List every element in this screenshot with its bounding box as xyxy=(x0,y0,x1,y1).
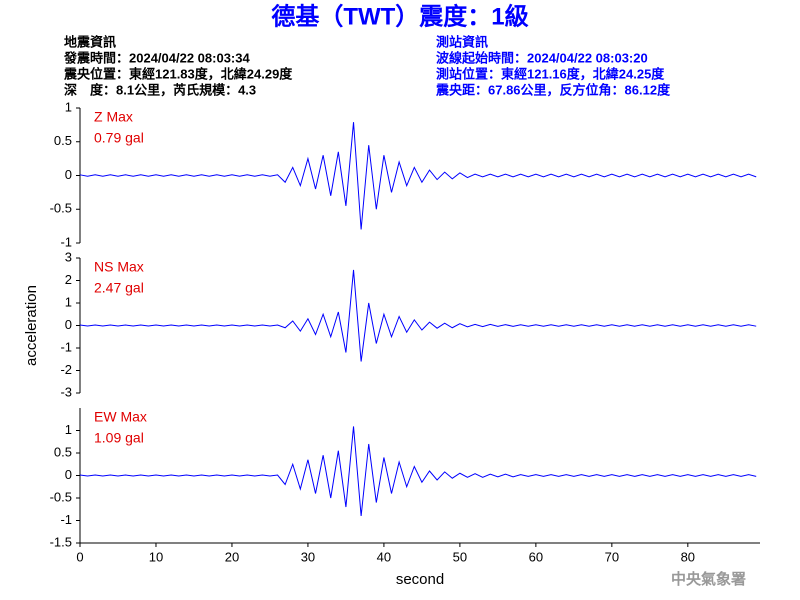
y-tick-label: 0.5 xyxy=(54,133,72,148)
info-line: 地震資訊 xyxy=(64,34,116,49)
info-line: 震央距：67.86公里，反方位角：86.12度 xyxy=(435,82,671,97)
y-axis-label: acceleration xyxy=(23,285,40,366)
x-tick-label: 40 xyxy=(377,549,391,564)
y-tick-label: 3 xyxy=(65,249,72,264)
y-tick-label: 1 xyxy=(65,422,72,437)
y-tick-label: 1 xyxy=(65,294,72,309)
y-tick-label: -2 xyxy=(60,362,72,377)
waveform xyxy=(79,426,757,517)
x-tick-label: 30 xyxy=(301,549,315,564)
y-tick-label: 0 xyxy=(65,467,72,482)
info-line: 測站位置：東經121.16度，北緯24.25度 xyxy=(436,66,665,81)
y-tick-label: -3 xyxy=(60,384,72,399)
x-tick-label: 60 xyxy=(529,549,543,564)
y-tick-label: -0.5 xyxy=(50,201,72,216)
y-tick-label: -1.5 xyxy=(50,534,72,549)
x-tick-label: 50 xyxy=(453,549,467,564)
info-line: 震央位置：東經121.83度，北緯24.29度 xyxy=(63,66,293,81)
annotation: Z Max xyxy=(94,109,133,125)
x-tick-label: 0 xyxy=(76,549,83,564)
y-tick-label: 0 xyxy=(65,167,72,182)
info-line: 測站資訊 xyxy=(436,34,488,49)
x-axis-label: second xyxy=(396,571,444,588)
x-tick-label: 80 xyxy=(681,549,695,564)
annotation: EW Max xyxy=(94,409,147,425)
y-tick-label: -0.5 xyxy=(50,489,72,504)
x-tick-label: 70 xyxy=(605,549,619,564)
waveform xyxy=(79,122,757,230)
annotation: 2.47 gal xyxy=(94,280,144,296)
y-tick-label: -1 xyxy=(60,339,72,354)
info-line: 發震時間：2024/04/22 08:03:34 xyxy=(63,50,250,65)
x-tick-label: 20 xyxy=(225,549,239,564)
annotation: 1.09 gal xyxy=(94,430,144,446)
annotation: NS Max xyxy=(94,259,144,275)
y-tick-label: -1 xyxy=(60,512,72,527)
y-tick-label: 1 xyxy=(65,99,72,114)
info-line: 波線起始時間：2024/04/22 08:03:20 xyxy=(436,50,648,65)
y-tick-label: 0.5 xyxy=(54,444,72,459)
y-tick-label: 0 xyxy=(65,317,72,332)
y-tick-label: -1 xyxy=(60,234,72,249)
y-tick-label: 2 xyxy=(65,272,72,287)
footer: 中央氣象署 xyxy=(671,570,746,588)
annotation: 0.79 gal xyxy=(94,130,144,146)
info-line: 深 度：8.1公里，芮氏規模：4.3 xyxy=(64,82,256,97)
x-tick-label: 10 xyxy=(149,549,163,564)
waveform xyxy=(79,269,757,362)
chart-title: 德基（TWT）震度：1級 xyxy=(271,2,528,30)
